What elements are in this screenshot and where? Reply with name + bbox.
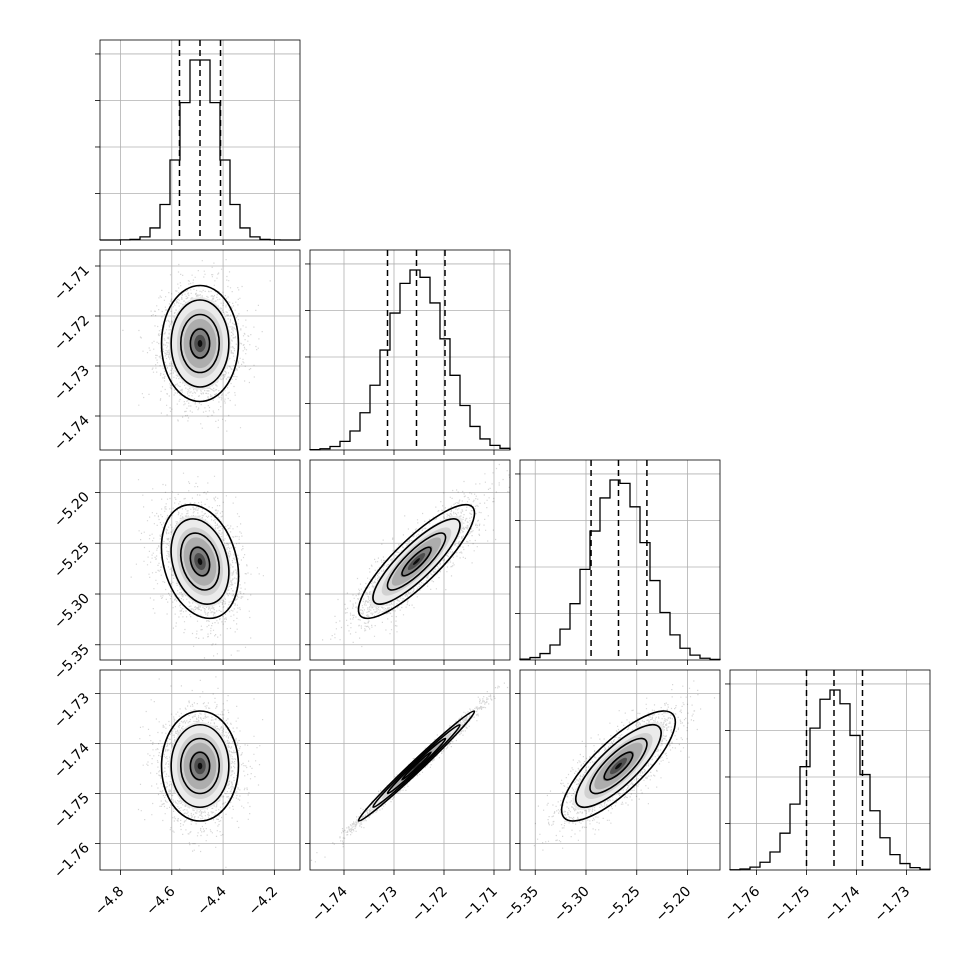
contour-line bbox=[160, 503, 240, 620]
density-shade bbox=[197, 762, 203, 770]
contour-line bbox=[189, 546, 211, 577]
panel-frame bbox=[99, 459, 301, 661]
density-shade bbox=[615, 762, 622, 770]
x-tick-label: −5.20 bbox=[653, 884, 695, 926]
y-tick-label: −5.25 bbox=[51, 540, 93, 582]
y-tick-label: −1.76 bbox=[51, 840, 93, 882]
panel-content bbox=[137, 676, 264, 870]
density-shade bbox=[197, 558, 203, 565]
contour-line bbox=[189, 328, 211, 359]
x-tick-label: −4.4 bbox=[195, 883, 230, 918]
y-tick-label: −1.73 bbox=[51, 690, 93, 732]
contour-line bbox=[575, 723, 662, 809]
panel-frame bbox=[99, 39, 301, 241]
x-tick-label: −1.76 bbox=[722, 883, 764, 925]
x-tick-label: −1.74 bbox=[309, 883, 351, 925]
y-tick-label: −1.75 bbox=[51, 790, 93, 832]
histogram-step bbox=[309, 269, 511, 451]
x-tick-label: −1.72 bbox=[409, 884, 451, 926]
panel-3-0: −1.76 −1.75 −1.74 −1.73 −4.8 −4.6 −4.4 −4.2 bbox=[51, 669, 301, 919]
panel-1-0: −1.74 −1.73 −1.72 −1.71 bbox=[51, 249, 301, 455]
panel-0-0 bbox=[95, 39, 301, 245]
panel-1-1 bbox=[305, 249, 511, 455]
panel-frame bbox=[99, 249, 301, 451]
y-tick-label: −1.74 bbox=[51, 412, 93, 454]
x-tick-label: −4.6 bbox=[143, 883, 178, 918]
contour-line bbox=[179, 313, 221, 374]
y-tick-label: −5.30 bbox=[51, 591, 93, 633]
panel-frame bbox=[519, 669, 721, 871]
histogram-step bbox=[729, 689, 931, 871]
x-tick-label: −1.73 bbox=[872, 884, 914, 926]
panel-frame bbox=[99, 669, 301, 871]
panel-frame bbox=[519, 459, 721, 661]
contour-line bbox=[560, 710, 677, 822]
panel-frame bbox=[729, 669, 931, 871]
contour-line bbox=[386, 532, 447, 591]
panel-3-3: −1.76 −1.75 −1.74 −1.73 bbox=[722, 669, 931, 926]
contour-line bbox=[386, 737, 447, 795]
density-shade bbox=[413, 558, 420, 565]
x-tick-label: −1.73 bbox=[359, 884, 401, 926]
panel-2-2 bbox=[515, 459, 721, 665]
contour-line bbox=[603, 751, 634, 781]
panel-2-1 bbox=[305, 459, 511, 665]
contour-line bbox=[170, 299, 230, 388]
panel-frame bbox=[309, 669, 511, 871]
x-tick-label: −1.75 bbox=[772, 884, 814, 926]
panel-frame bbox=[309, 459, 511, 661]
y-tick-label: −1.74 bbox=[51, 740, 93, 782]
y-tick-label: −5.20 bbox=[51, 489, 93, 531]
x-tick-label: −1.74 bbox=[822, 883, 864, 925]
panel-content bbox=[310, 682, 509, 870]
panel-content bbox=[130, 472, 264, 659]
y-tick-label: −1.72 bbox=[51, 313, 93, 355]
x-tick-label: −1.71 bbox=[459, 884, 501, 926]
contour-line bbox=[160, 710, 240, 822]
contour-line bbox=[170, 518, 230, 605]
y-tick-label: −1.73 bbox=[51, 363, 93, 405]
contour-line bbox=[179, 737, 221, 795]
x-tick-label: −5.30 bbox=[551, 884, 593, 926]
y-tick-label: −5.35 bbox=[51, 641, 93, 683]
panel-content bbox=[533, 680, 716, 851]
y-tick-label: −1.71 bbox=[51, 263, 93, 305]
contour-line bbox=[170, 723, 230, 809]
x-tick-label: −4.2 bbox=[246, 884, 281, 919]
scatter-points bbox=[122, 259, 271, 432]
contour-line bbox=[357, 710, 476, 822]
density-shade bbox=[197, 340, 203, 347]
panel-content bbox=[122, 259, 271, 432]
x-tick-label: −5.35 bbox=[500, 884, 542, 926]
panel-2-0: −5.35 −5.30 −5.25 −5.20 bbox=[51, 459, 301, 683]
panel-frame bbox=[309, 249, 511, 451]
x-tick-label: −4.8 bbox=[92, 884, 127, 919]
contour-line bbox=[589, 737, 648, 795]
contour-line bbox=[179, 532, 221, 591]
contour-line bbox=[372, 518, 461, 605]
contour-line bbox=[357, 503, 476, 620]
contour-line bbox=[401, 751, 432, 781]
contour-line bbox=[372, 723, 461, 809]
x-tick-label: −5.25 bbox=[602, 884, 644, 926]
contour-line bbox=[160, 284, 240, 403]
histogram-step bbox=[519, 479, 721, 661]
panel-content bbox=[322, 463, 510, 648]
contour-line bbox=[189, 751, 211, 781]
panel-3-2: −5.35 −5.30 −5.25 −5.20 bbox=[500, 669, 721, 926]
density-shade bbox=[413, 762, 420, 770]
contour-line bbox=[401, 546, 432, 577]
panel-3-1: −1.74 −1.73 −1.72 −1.71 bbox=[305, 669, 511, 926]
